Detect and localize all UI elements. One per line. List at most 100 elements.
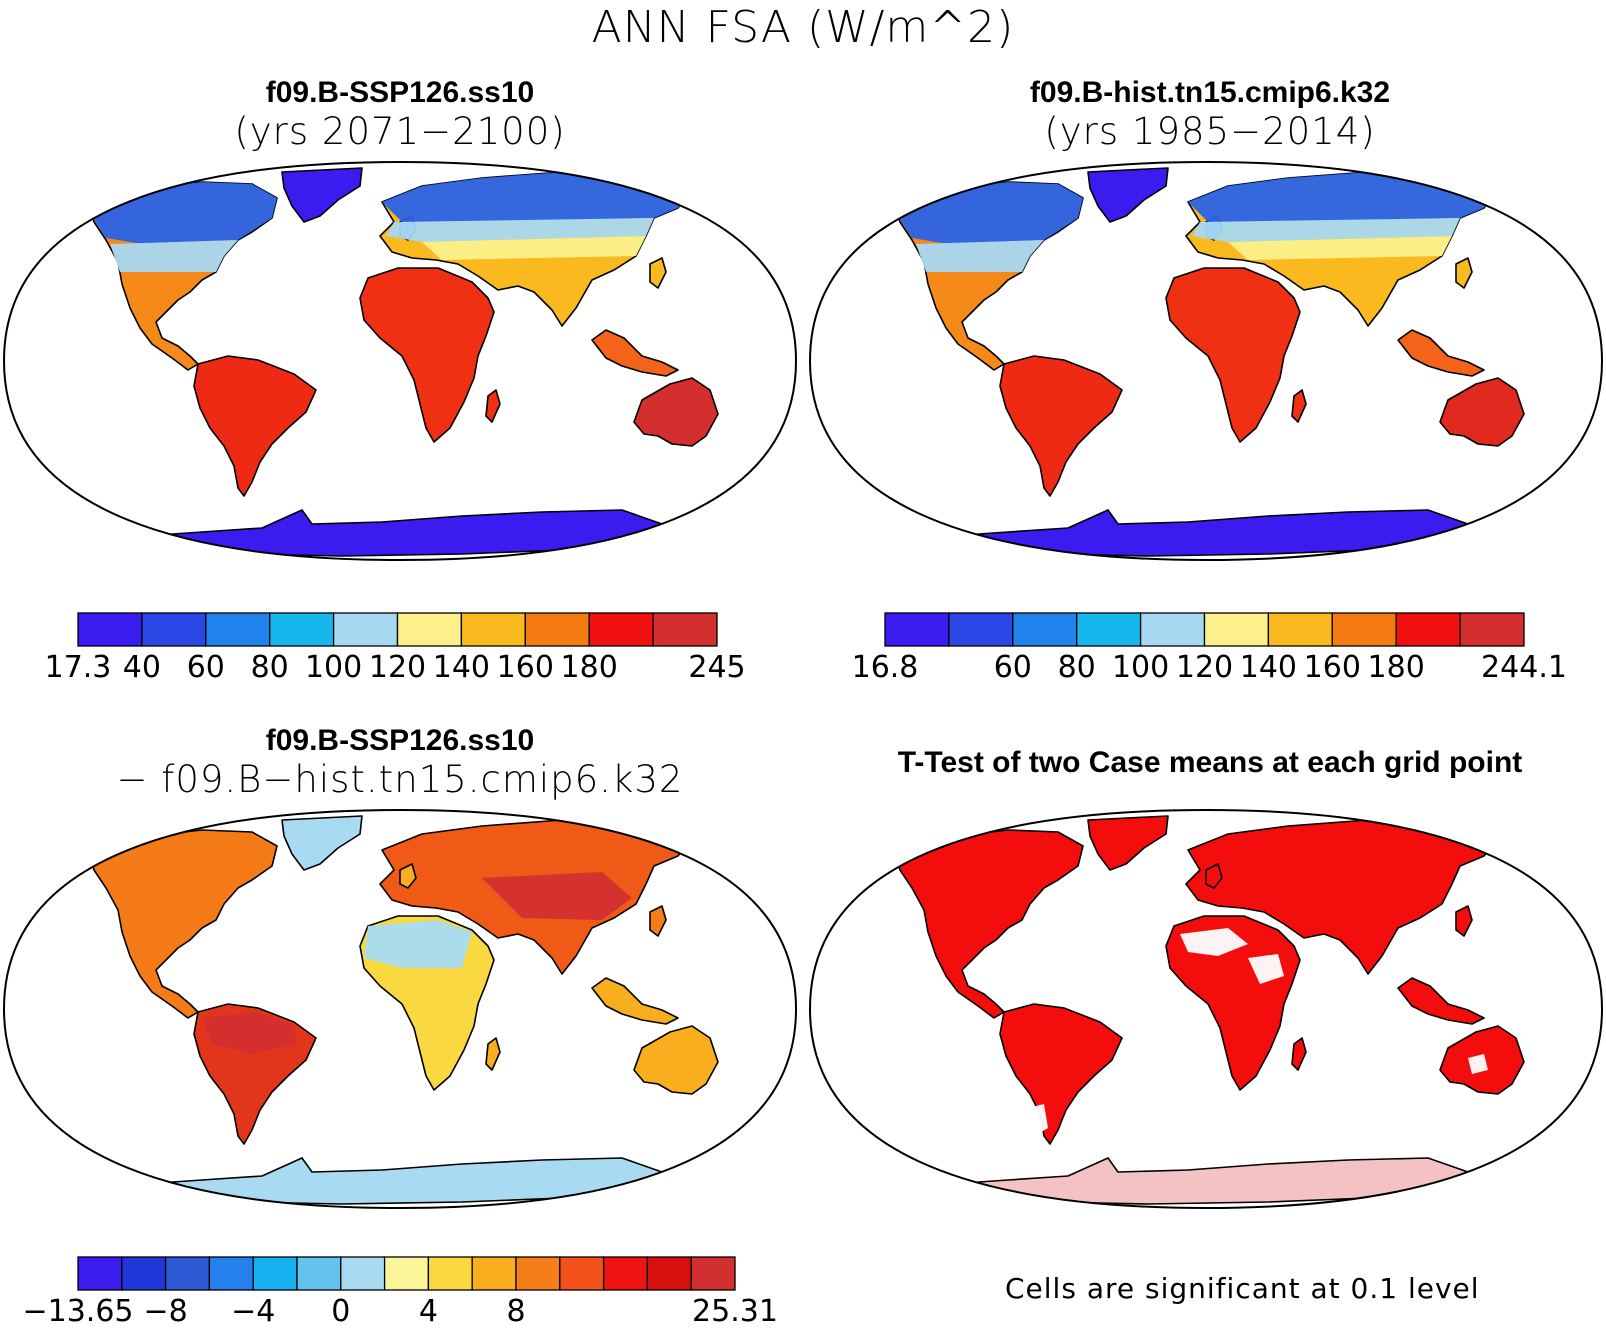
landmass-seAsia [591,977,679,1025]
panel2-years: (yrs 1985−2014) [1044,110,1376,153]
colorbar-box [1012,612,1078,647]
landmass-madagascar [1291,1037,1307,1071]
landmass-southAmerica [999,1003,1123,1145]
colorbar-tick-label: 180 [560,650,618,685]
landmass-africa [1165,267,1301,443]
field-region [1180,928,1248,956]
panel3-colorbar [77,1256,736,1291]
colorbar-tick-label: 160 [1303,650,1361,685]
colorbar-tick-label: 0 [331,1294,351,1329]
panel1-case-name: f09.B-SSP126.ss10 [265,76,535,109]
figure-title: ANN FSA (W/m^2) [591,2,1015,53]
colorbar-tick-label: 80 [1057,650,1096,685]
colorbar-box [296,1256,342,1291]
colorbar-box [1076,612,1142,647]
colorbar-box [164,1256,211,1291]
field-region [202,1012,298,1054]
colorbar-tick-label: 8 [506,1294,526,1329]
colorbar-tick-label: 120 [1175,650,1234,685]
landmass-madagascar [485,1037,501,1071]
colorbar-tick-label: 40 [122,650,161,685]
colorbar-box [471,1256,517,1291]
colorbar-tick-label: 100 [304,650,363,685]
colorbar-tick-label: 140 [432,650,491,685]
landmass-madagascar [485,389,501,423]
landmass-greenland [1087,167,1169,223]
panel1-map [2,160,798,562]
map-frame [808,160,1604,562]
significance-note: Cells are significant at 0.1 level [1005,1272,1480,1305]
colorbar-box [690,1256,736,1291]
landmass-africa [359,267,495,443]
landmass-japan [649,905,667,937]
colorbar-box [1331,612,1397,647]
colorbar-box [427,1256,473,1291]
landmass-greenland [281,167,363,223]
landmass-antarctica [143,1157,663,1205]
colorbar-box [646,1256,692,1291]
colorbar-box [1139,612,1206,647]
colorbar-tick-label: 244.1 [1481,650,1567,685]
colorbar-box [602,1256,649,1291]
landmass-australia [633,377,719,447]
colorbar-tick-label: 180 [1367,650,1425,685]
field-region [1028,1104,1048,1134]
field-region [1248,954,1284,984]
colorbar-box [340,1256,386,1291]
panel3-subtitle: − f09.B−hist.tn15.cmip6.k32 [116,758,684,801]
landmass-southAmerica [193,355,317,497]
landmass-northAmerica [89,829,278,1019]
panel4-ttest-title: T-Test of two Case means at each grid po… [897,746,1523,779]
panel4-map [808,808,1604,1210]
field-region [482,872,632,920]
landmass-northAmerica [895,829,1084,1019]
colorbar-tick-label: 60 [993,650,1032,685]
colorbar-box [383,1256,430,1291]
landmass-seAsia [1397,329,1485,377]
panel1-colorbar [77,612,718,647]
colorbar-box [1267,612,1333,647]
colorbar-box [515,1256,561,1291]
colorbar-box [208,1256,254,1291]
panel1-title: f09.B-SSP126.ss10 (yrs 2071−2100) [150,76,650,153]
colorbar-box [948,612,1014,647]
colorbar-tick-label: −8 [143,1294,188,1329]
landmass-australia [633,1025,719,1095]
colorbar-tick-label: 4 [418,1294,438,1329]
landmass-seAsia [591,329,679,377]
landmass-japan [649,257,667,289]
panel2-map [808,160,1604,562]
colorbar-box [77,1256,123,1291]
colorbar-tick-label: −4 [231,1294,276,1329]
colorbar-box [269,612,335,647]
colorbar-box [1459,612,1525,647]
colorbar-box [121,1256,167,1291]
colorbar-box [396,612,463,647]
colorbar-tick-label: 17.3 [44,650,112,685]
landmass-uk [1205,863,1223,889]
panel1-years: (yrs 2071−2100) [234,110,566,153]
field-region [364,920,472,968]
colorbar-tick-label: 100 [1111,650,1170,685]
panel3-case-name: f09.B-SSP126.ss10 [265,724,535,757]
colorbar-tick-label: 25.31 [692,1294,778,1329]
colorbar-box [252,1256,298,1291]
colorbar-tick-label: −13.65 [22,1294,134,1329]
field-region [422,236,646,260]
panel2-colorbar [884,612,1525,647]
panel3-title: f09.B-SSP126.ss10 − f09.B−hist.tn15.cmip… [100,724,700,801]
colorbar-tick-label: 80 [250,650,289,685]
colorbar-box [652,612,718,647]
colorbar-tick-label: 140 [1239,650,1298,685]
field-region [386,218,654,242]
colorbar-box [77,612,143,647]
colorbar-tick-label: 120 [368,650,427,685]
landmass-japan [1455,905,1473,937]
colorbar-box [524,612,590,647]
map-frame [2,160,798,562]
colorbar-tick-label: 245 [688,650,746,685]
field-region [1228,236,1452,260]
colorbar-box [1395,612,1461,647]
map-frame [808,808,1604,1210]
field-region [1192,218,1460,242]
